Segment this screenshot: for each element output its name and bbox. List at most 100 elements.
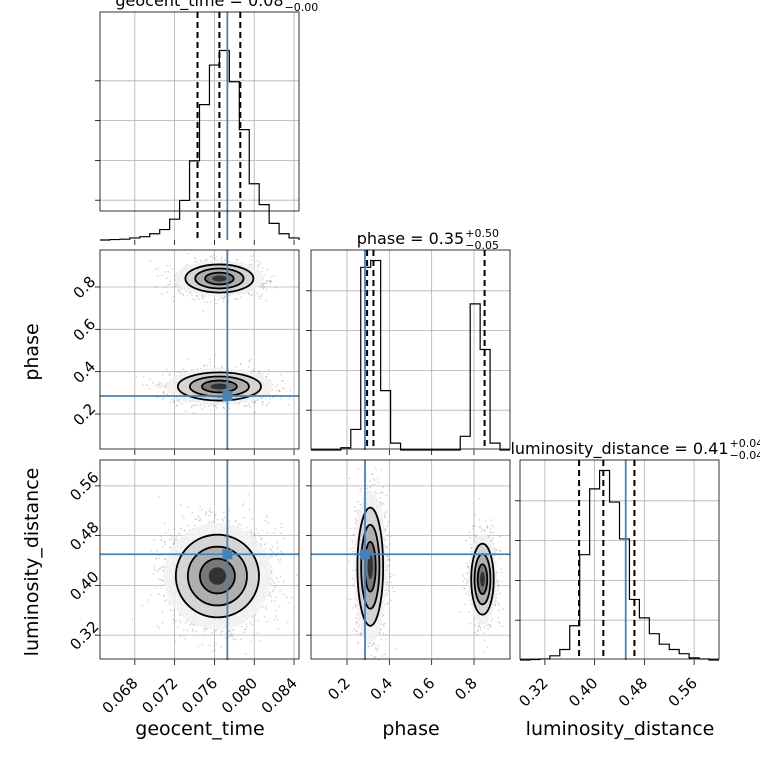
sample-point bbox=[247, 366, 250, 368]
sample-point bbox=[156, 571, 159, 573]
sample-point bbox=[177, 289, 180, 292]
sample-point bbox=[222, 300, 225, 303]
sample-point bbox=[173, 401, 175, 404]
sample-point bbox=[167, 529, 170, 531]
sample-point bbox=[177, 626, 179, 628]
panel-title: luminosity_distance = 0.41 bbox=[510, 439, 728, 459]
sample-point bbox=[232, 638, 235, 641]
sample-point bbox=[160, 587, 163, 589]
sample-point bbox=[163, 541, 166, 543]
sample-point bbox=[207, 405, 210, 407]
sample-point bbox=[199, 520, 201, 522]
sample-point bbox=[275, 577, 278, 579]
sample-point bbox=[271, 600, 273, 602]
sample-point bbox=[231, 628, 233, 630]
sample-point bbox=[149, 260, 152, 262]
sample-point bbox=[176, 399, 178, 401]
sample-point bbox=[261, 293, 263, 296]
panel-title: phase = 0.35 bbox=[357, 229, 464, 248]
sample-point bbox=[215, 302, 217, 305]
sample-point bbox=[247, 292, 250, 294]
sample-point bbox=[282, 380, 285, 382]
sample-point bbox=[274, 528, 276, 530]
sample-point bbox=[260, 297, 262, 300]
sample-point bbox=[276, 541, 278, 544]
sample-point bbox=[249, 358, 252, 361]
sample-point bbox=[222, 519, 225, 522]
sample-point bbox=[222, 511, 225, 514]
sample-point bbox=[205, 511, 207, 514]
title-upper-error: +0.50 bbox=[465, 227, 499, 240]
histogram-steps bbox=[311, 259, 510, 451]
sample-point bbox=[260, 397, 262, 400]
sample-point bbox=[153, 539, 155, 541]
sample-point bbox=[172, 610, 174, 612]
sample-point bbox=[180, 528, 182, 530]
sample-point bbox=[186, 253, 189, 255]
sample-point bbox=[178, 288, 180, 291]
sample-point bbox=[194, 518, 196, 520]
sample-point bbox=[208, 521, 210, 524]
sample-point bbox=[269, 282, 271, 284]
sample-point bbox=[247, 493, 250, 495]
sample-point bbox=[186, 506, 189, 508]
sample-point bbox=[167, 283, 169, 286]
sample-point bbox=[158, 578, 160, 580]
sample-point bbox=[178, 291, 180, 293]
sample-point bbox=[135, 375, 137, 378]
sample-point bbox=[262, 282, 264, 285]
sample-point bbox=[262, 284, 264, 286]
sample-point bbox=[195, 404, 197, 406]
sample-point bbox=[156, 550, 158, 552]
sample-point bbox=[175, 272, 178, 275]
sample-point bbox=[180, 287, 183, 290]
sample-point bbox=[265, 300, 268, 302]
sample-point bbox=[172, 618, 174, 621]
sample-point bbox=[228, 630, 230, 632]
sample-point bbox=[192, 412, 195, 414]
sample-point bbox=[203, 634, 205, 636]
sample-point bbox=[194, 257, 197, 260]
x-tick-label: 0.32 bbox=[515, 674, 551, 710]
sample-point bbox=[252, 255, 254, 257]
sample-point bbox=[161, 398, 164, 400]
sample-point bbox=[196, 295, 199, 297]
sample-point bbox=[260, 543, 262, 545]
sample-point bbox=[154, 587, 157, 589]
sample-point bbox=[277, 558, 279, 561]
sample-point bbox=[236, 259, 238, 261]
sample-point bbox=[270, 571, 273, 573]
sample-point bbox=[198, 519, 200, 522]
sample-point bbox=[254, 400, 256, 402]
x-tick-label: 0.56 bbox=[665, 674, 701, 710]
sample-point bbox=[189, 291, 192, 294]
sample-point bbox=[257, 260, 260, 262]
sample-point bbox=[243, 631, 245, 633]
sample-point bbox=[276, 384, 279, 386]
sample-point bbox=[212, 650, 214, 652]
panel-frame bbox=[310, 249, 511, 450]
sample-point bbox=[183, 635, 185, 637]
sample-point bbox=[251, 532, 253, 534]
y-tick-label: 0.4 bbox=[70, 357, 100, 387]
sample-point bbox=[268, 369, 270, 371]
sample-point bbox=[278, 390, 281, 393]
histogram-panel-geocent_time: geocent_time = 0.08+0.00−0.00 bbox=[95, 0, 318, 245]
sample-point bbox=[208, 510, 210, 512]
sample-point bbox=[176, 405, 179, 407]
sample-point bbox=[189, 529, 191, 531]
sample-point bbox=[146, 384, 148, 386]
title-lower-error: −0.04 bbox=[730, 449, 760, 462]
sample-point bbox=[209, 358, 211, 360]
sample-point bbox=[279, 532, 282, 534]
sample-point bbox=[283, 593, 285, 595]
sample-point bbox=[161, 538, 163, 540]
sample-point bbox=[191, 404, 193, 407]
sample-point bbox=[175, 620, 177, 622]
title-value: phase = 0.35 bbox=[357, 229, 464, 248]
sample-point bbox=[224, 259, 226, 261]
sample-point bbox=[261, 397, 264, 399]
sample-point bbox=[214, 648, 216, 651]
sample-point bbox=[221, 630, 223, 632]
sample-point bbox=[235, 520, 237, 523]
